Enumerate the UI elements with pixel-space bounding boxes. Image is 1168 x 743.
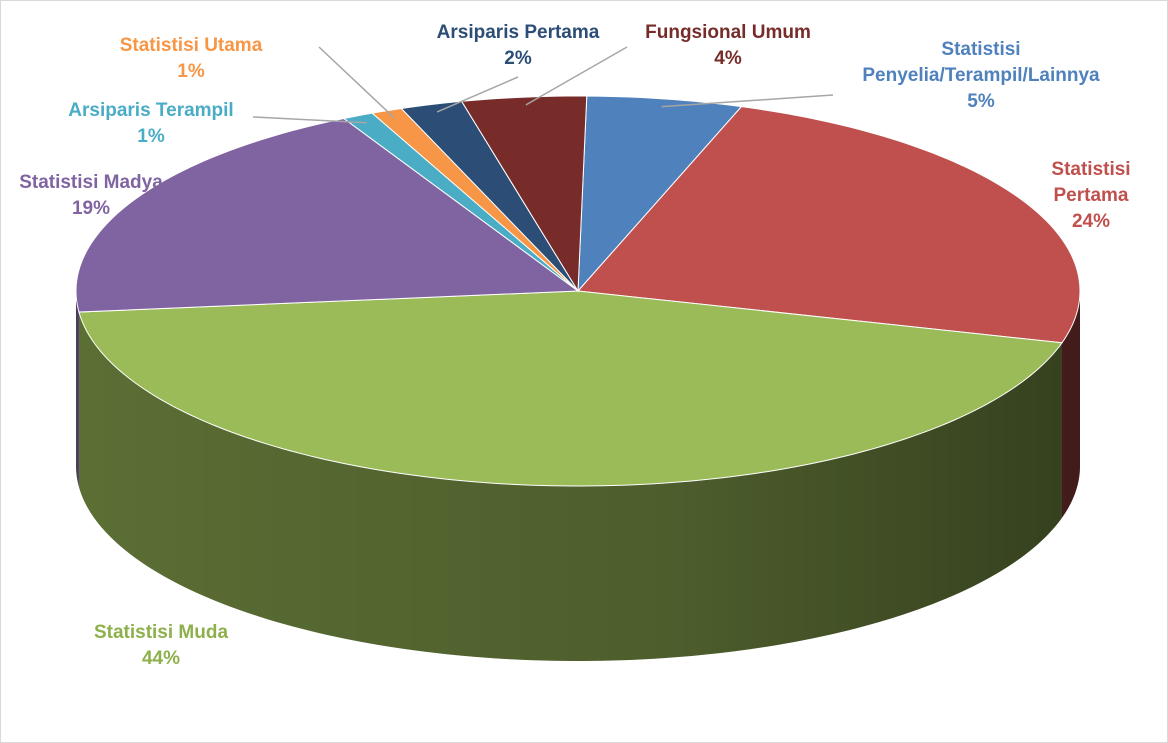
- value-label: 5%: [967, 91, 995, 112]
- slice: [577, 95, 743, 293]
- category-label: Arsiparis Terampil: [68, 100, 234, 121]
- data-label: Statistisi Utama 1%: [120, 33, 263, 85]
- value-label: 1%: [137, 126, 165, 147]
- data-label: Fungsional Umum 4%: [645, 20, 811, 72]
- data-label: Statistisi Muda 44%: [94, 620, 228, 672]
- category-label: Statistisi Madya: [19, 172, 163, 193]
- data-label: Statistisi Pertama 24%: [1036, 157, 1146, 235]
- leader-line: [525, 46, 628, 106]
- value-label: 24%: [1071, 211, 1111, 232]
- leader-line: [436, 76, 519, 113]
- data-label: Statistisi Madya 19%: [19, 170, 163, 222]
- slice: [460, 95, 588, 293]
- data-label: Arsiparis Terampil 1%: [68, 98, 233, 150]
- category-label: Statistisi Pertama: [1051, 159, 1131, 206]
- value-label: 2%: [504, 48, 532, 69]
- leader-line: [661, 94, 834, 108]
- value-label: 44%: [141, 648, 181, 669]
- value-label: 19%: [71, 198, 111, 219]
- category-label: Arsiparis Pertama: [436, 22, 600, 43]
- data-label: Statistisi Penyelia/Terampil/Lainnya 5%: [831, 37, 1131, 115]
- category-label: Fungsional Umum: [645, 22, 811, 43]
- slice: [75, 117, 580, 313]
- leader-line: [252, 116, 367, 124]
- category-label: Statistisi Muda: [93, 622, 229, 643]
- leader-line: [318, 46, 395, 119]
- slice: [576, 106, 1081, 344]
- slice: [400, 100, 579, 292]
- value-label: 1%: [177, 61, 205, 82]
- data-label: Arsiparis Pertama 2%: [437, 20, 600, 72]
- category-label: Statistisi Utama: [119, 35, 263, 56]
- category-label: Statistisi Penyelia/Terampil/Lainnya: [862, 39, 1100, 86]
- value-label: 4%: [714, 48, 742, 69]
- side-shade: [76, 291, 1080, 661]
- slice: [78, 290, 1063, 487]
